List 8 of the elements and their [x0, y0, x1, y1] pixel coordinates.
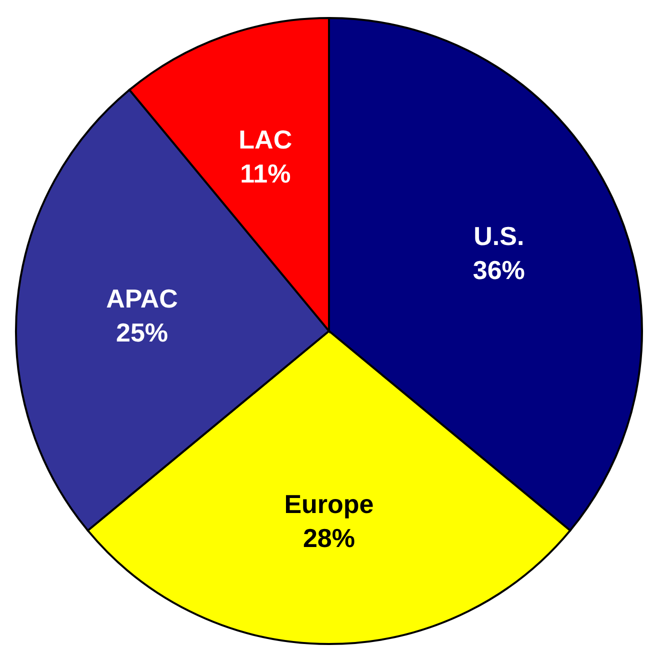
data-label: 25%: [116, 317, 168, 348]
data-label: 11%: [240, 158, 291, 188]
slice-label: Europe: [284, 488, 374, 519]
data-label: 28%: [302, 522, 356, 553]
slice-label: APAC: [106, 283, 178, 314]
slice-label: U.S.: [474, 221, 524, 252]
data-label: 36%: [472, 255, 525, 286]
slice-label: LAC: [238, 124, 292, 154]
